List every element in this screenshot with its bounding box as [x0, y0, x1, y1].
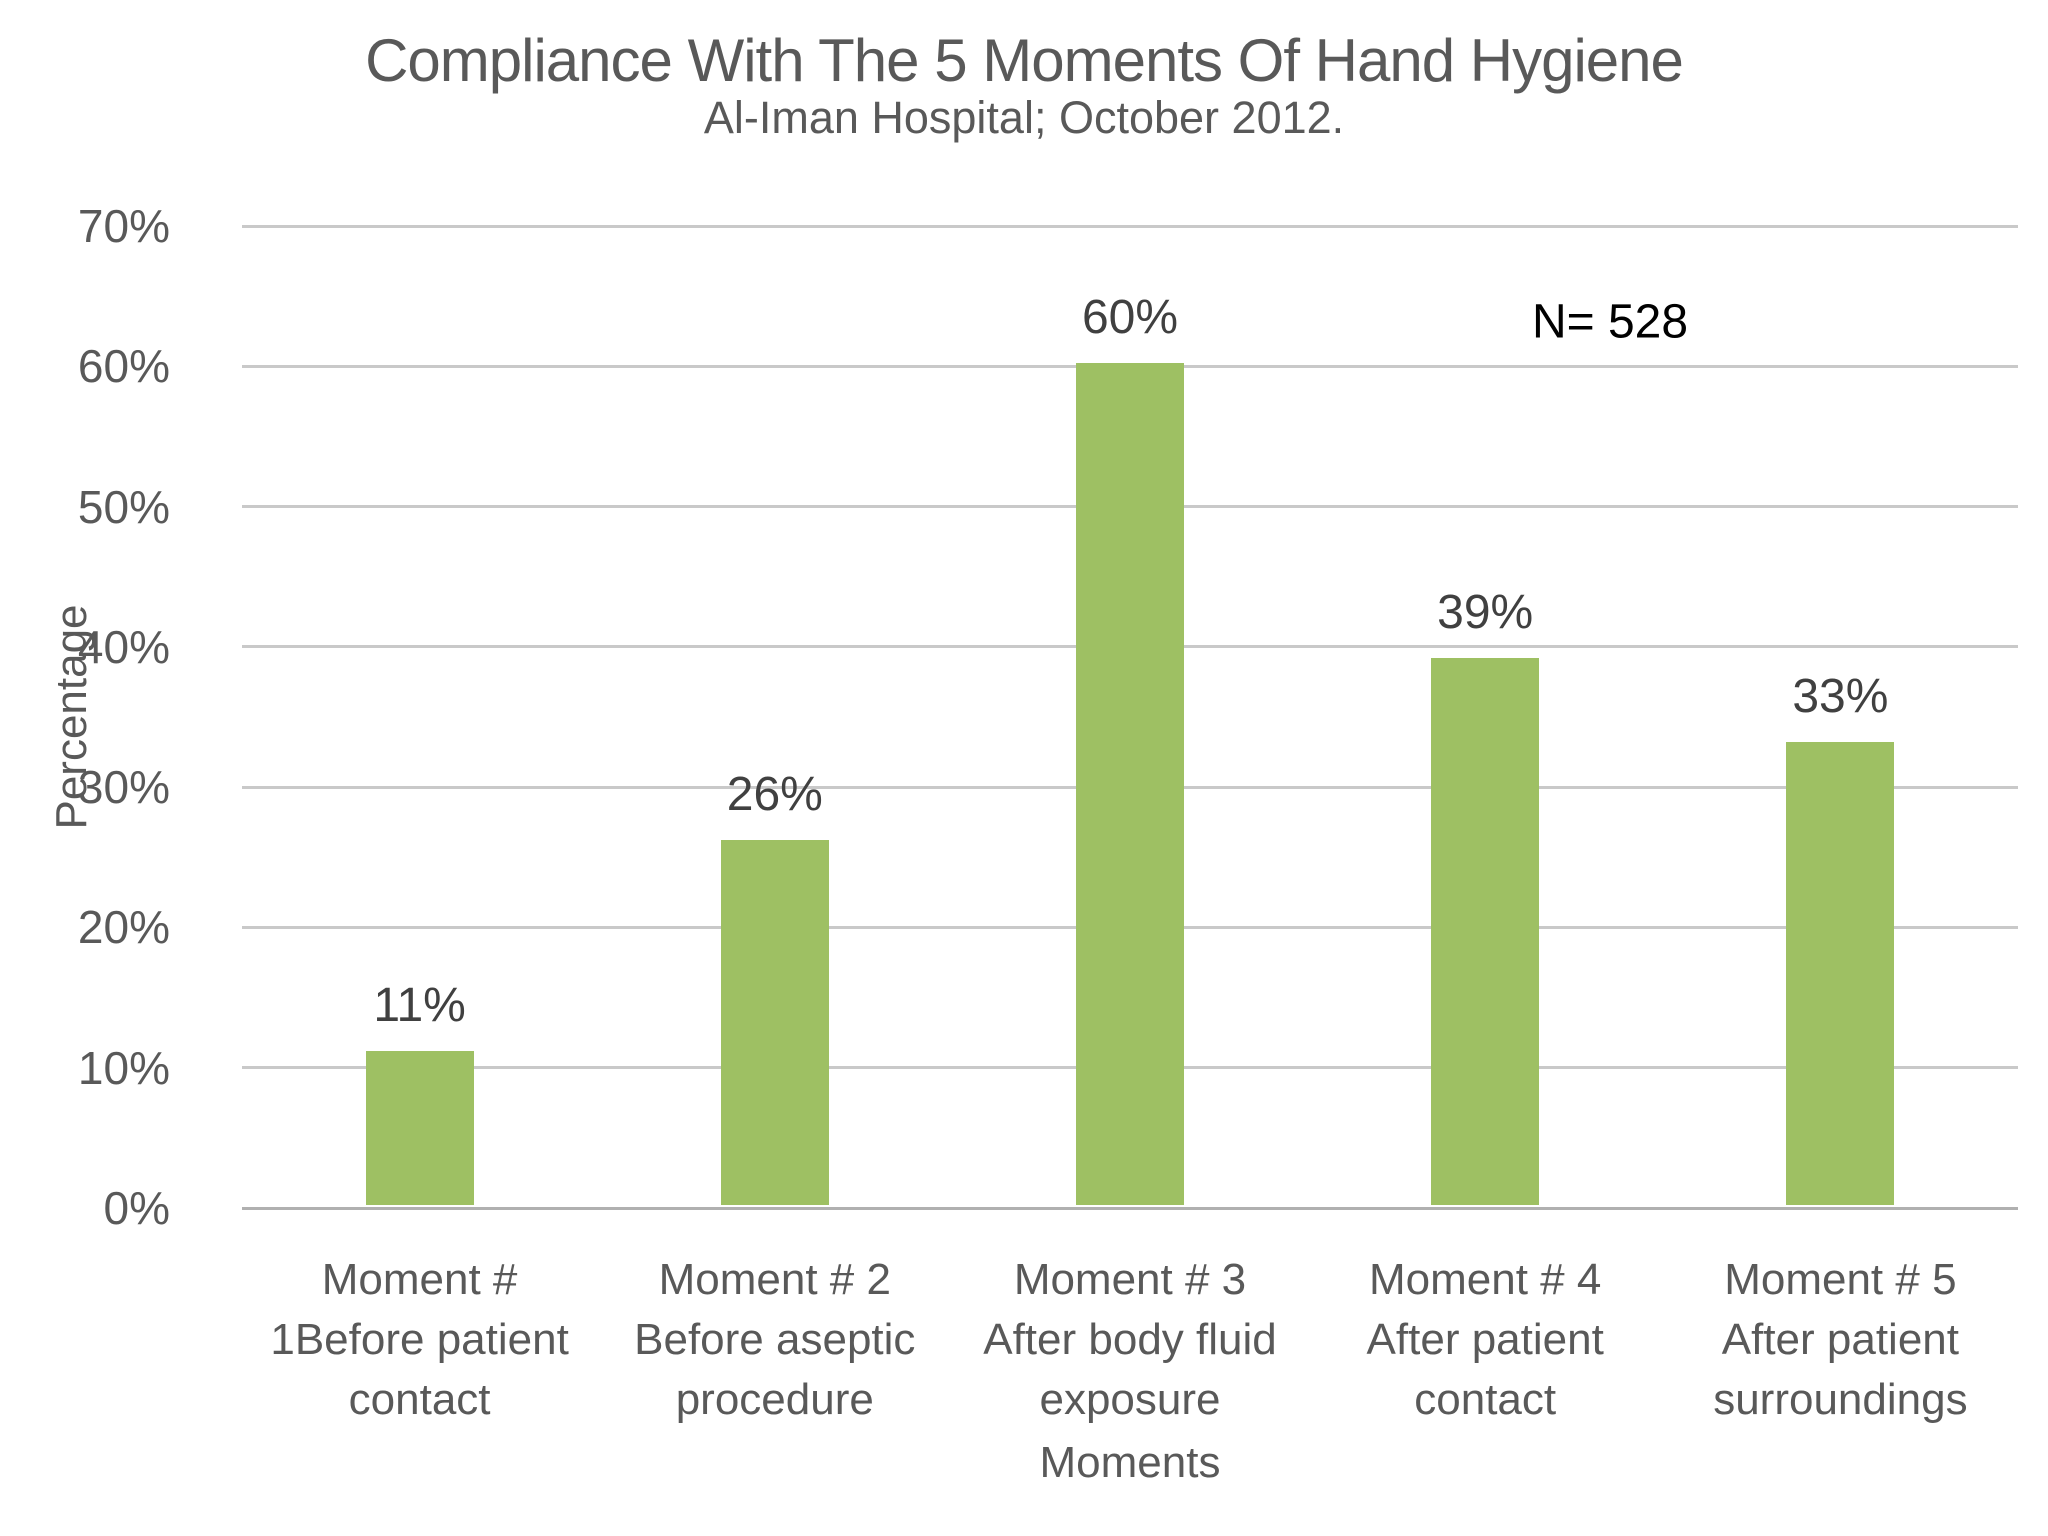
- plot-area: 0% 10% 20% 30% 40% 50% 60% 70% 11% Moment # 1Befo…: [78, 203, 2018, 1424]
- bar-value-label: 33%: [1792, 670, 1889, 724]
- y-axis-tick-label: 60%: [77, 340, 170, 393]
- chart-title: Compliance With The 5 Moments Of Hand Hy…: [365, 27, 1684, 94]
- bar-moment-1: [365, 1050, 474, 1205]
- bar-moment-3: [1076, 363, 1184, 1205]
- x-axis-category-label: Moment # 3 After body fluid exposure: [983, 1255, 1277, 1424]
- x-axis-category-label: Moment # 2 Before aseptic procedure: [634, 1255, 916, 1424]
- y-axis-tick-label: 0%: [103, 1182, 170, 1234]
- x-axis-category-label: Moment # 4 After patient contact: [1366, 1255, 1604, 1424]
- y-axis-tick-label: 70%: [77, 200, 170, 252]
- bar-value-label: 26%: [726, 768, 823, 822]
- bar-value-label: 11%: [373, 978, 466, 1032]
- y-axis-tick-label: 20%: [77, 901, 170, 954]
- bar-moment-2: [720, 840, 829, 1205]
- bar-moment-4: [1431, 657, 1540, 1205]
- bar-value-label: 39%: [1437, 585, 1534, 639]
- y-axis-tick-label: 40%: [77, 620, 170, 673]
- x-axis-title: Moments: [1039, 1438, 1221, 1487]
- bar-moment-5: [1786, 742, 1895, 1205]
- sample-size-annotation: N= 528: [1531, 295, 1689, 349]
- gridline: [242, 224, 2018, 228]
- y-axis-tick-label: 10%: [77, 1041, 170, 1094]
- x-axis-category-label: Moment # 5 After patient surroundings: [1713, 1255, 1968, 1424]
- bar-value-label: 60%: [1081, 291, 1179, 345]
- y-axis-tick-label: 30%: [77, 761, 170, 814]
- x-axis-line: [242, 1206, 2018, 1210]
- chart-subtitle: Al-Iman Hospital; October 2012.: [703, 92, 1345, 143]
- x-axis-category-label: Moment # 1Before patient contact: [270, 1255, 569, 1424]
- y-axis-tick-label: 50%: [77, 480, 170, 533]
